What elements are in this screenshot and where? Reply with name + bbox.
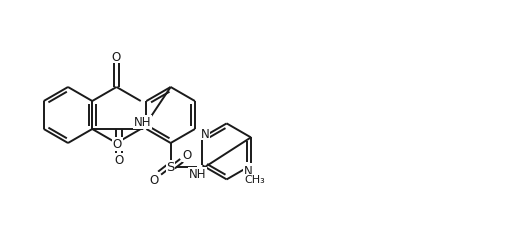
Text: NH: NH <box>134 116 152 129</box>
Text: S: S <box>166 161 175 173</box>
Text: O: O <box>114 154 124 167</box>
Text: O: O <box>149 173 158 186</box>
Text: N: N <box>243 164 252 177</box>
Text: NH: NH <box>188 167 206 180</box>
Text: O: O <box>183 149 192 161</box>
Text: O: O <box>113 138 122 151</box>
Text: N: N <box>201 127 210 140</box>
Text: O: O <box>112 51 121 64</box>
Text: CH₃: CH₃ <box>244 175 266 185</box>
